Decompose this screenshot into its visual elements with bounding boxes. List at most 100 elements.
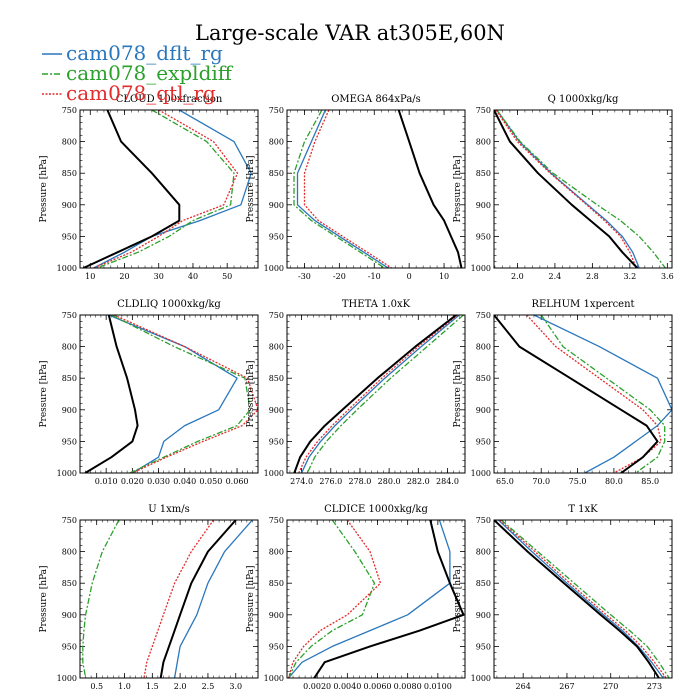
x-tick-label: 0.040 bbox=[173, 477, 196, 486]
x-tick-label: 280.0 bbox=[378, 477, 401, 486]
y-tick-label: 950 bbox=[476, 437, 491, 446]
plot-frame bbox=[79, 519, 259, 679]
series-line-cam078-expldiff bbox=[82, 520, 120, 678]
x-tick-label: 278.0 bbox=[348, 477, 371, 486]
panel-cldliq: CLDLIQ 1000xkg/kg Pressure [hPa] 750 800 850… bbox=[39, 299, 259, 486]
y-tick-label: 750 bbox=[269, 106, 284, 115]
series-line-cam078-dflt-rg bbox=[296, 110, 389, 268]
y-tick-label: 800 bbox=[269, 138, 284, 147]
y-axis-label: Pressure [hPa] bbox=[453, 565, 463, 632]
y-tick-label: 850 bbox=[269, 374, 284, 383]
x-tick-label: 70.0 bbox=[532, 477, 550, 486]
panel-title: U 1xm/s bbox=[148, 504, 190, 515]
y-axis-label: Pressure [hPa] bbox=[453, 155, 463, 222]
x-tick-label: 0.0020 bbox=[303, 682, 331, 691]
x-tick-label: 2.8 bbox=[586, 272, 599, 281]
legend-item-cam078-qtl-rg: cam078_qtl_rg bbox=[42, 81, 216, 105]
x-tick-label: 0.0040 bbox=[333, 682, 361, 691]
y-tick-label: 800 bbox=[269, 548, 284, 557]
panel-title: T 1xK bbox=[568, 504, 598, 515]
x-tick-label: 40 bbox=[188, 272, 198, 281]
y-tick-label: 900 bbox=[269, 611, 284, 620]
series-line-cam078-qtl-rg bbox=[495, 110, 637, 268]
y-axis-label: Pressure [hPa] bbox=[453, 360, 463, 427]
y-tick-label: 800 bbox=[476, 548, 491, 557]
series-line-ref bbox=[494, 110, 639, 268]
y-axis-label: Pressure [hPa] bbox=[39, 565, 49, 632]
legend-label: cam078_expldiff bbox=[66, 61, 234, 85]
legend-label: cam078_dflt_rg bbox=[66, 41, 223, 65]
x-tick-label: 273 bbox=[647, 682, 662, 691]
series-line-cam078-qtl-rg bbox=[298, 315, 459, 473]
y-tick-label: 900 bbox=[62, 201, 77, 210]
panel-title: OMEGA 864xPa/s bbox=[331, 94, 421, 105]
y-axis-label: Pressure [hPa] bbox=[246, 155, 256, 222]
series-line-ref bbox=[84, 315, 139, 473]
y-tick-label: 1000 bbox=[264, 674, 284, 683]
panel-omega: OMEGA 864xPa/s Pressure [hPa] 750 800 850 900… bbox=[246, 94, 466, 281]
x-tick-label: 3.2 bbox=[623, 272, 636, 281]
panel-relhum: RELHUM 1xpercent Pressure [hPa] 750 800 850 9… bbox=[453, 299, 673, 486]
x-tick-label: 0.060 bbox=[226, 477, 249, 486]
series-line-cam078-dflt-rg bbox=[108, 315, 238, 473]
y-tick-label: 950 bbox=[269, 232, 284, 241]
x-tick-label: 0 bbox=[407, 272, 412, 281]
x-tick-label: 50 bbox=[222, 272, 232, 281]
series-line-cam078-dflt-rg bbox=[93, 110, 252, 268]
figure-title: Large-scale VAR at305E,60N bbox=[195, 21, 505, 45]
legend-label: cam078_qtl_rg bbox=[66, 81, 216, 105]
y-tick-label: 950 bbox=[62, 437, 77, 446]
legend-item-cam078-expldiff: cam078_expldiff bbox=[42, 61, 234, 85]
y-tick-label: 900 bbox=[269, 406, 284, 415]
x-tick-label: 264 bbox=[516, 682, 531, 691]
y-tick-label: 850 bbox=[62, 374, 77, 383]
y-tick-label: 750 bbox=[62, 106, 77, 115]
series-line-cam078-expldiff bbox=[111, 315, 251, 473]
panel-theta: THETA 1.0xK Pressure [hPa] 750 800 850 900 950… bbox=[246, 299, 466, 486]
y-axis-label: Pressure [hPa] bbox=[246, 565, 256, 632]
y-tick-label: 800 bbox=[62, 548, 77, 557]
y-tick-label: 750 bbox=[269, 516, 284, 525]
y-tick-label: 750 bbox=[62, 516, 77, 525]
x-tick-label: 20 bbox=[119, 272, 129, 281]
y-tick-label: 850 bbox=[476, 374, 491, 383]
y-tick-label: 950 bbox=[269, 642, 284, 651]
x-tick-label: 3.0 bbox=[229, 682, 242, 691]
x-tick-label: 284.0 bbox=[436, 477, 459, 486]
series-line-cam078-expldiff bbox=[293, 110, 386, 268]
series-line-cam078-expldiff bbox=[96, 110, 235, 268]
y-tick-label: 1000 bbox=[471, 674, 491, 683]
x-tick-label: 0.0060 bbox=[364, 682, 392, 691]
series-line-cam078-expldiff bbox=[496, 110, 666, 268]
panel-title: CLOUD 100xfraction bbox=[116, 94, 223, 105]
panel-cldice: CLDICE 1000xkg/kg Pressure [hPa] 750 800 850… bbox=[246, 504, 466, 691]
panel-title: Q 1000xkg/kg bbox=[548, 94, 619, 105]
x-tick-label: -30 bbox=[298, 272, 311, 281]
panel-q: Q 1000xkg/kg Pressure [hPa] 750 800 850 900 95… bbox=[453, 94, 674, 281]
y-tick-label: 950 bbox=[269, 437, 284, 446]
series-line-cam078-expldiff bbox=[540, 315, 666, 473]
x-tick-label: 3.6 bbox=[661, 272, 674, 281]
y-tick-label: 1000 bbox=[264, 469, 284, 478]
x-tick-label: 0.050 bbox=[199, 477, 222, 486]
x-tick-label: 0.0100 bbox=[424, 682, 452, 691]
x-tick-label: 30 bbox=[154, 272, 164, 281]
x-tick-label: 270 bbox=[603, 682, 618, 691]
x-tick-label: 274.0 bbox=[290, 477, 313, 486]
legend: cam078_dflt_rgcam078_expldiffcam078_qtl_… bbox=[42, 41, 234, 105]
y-tick-label: 800 bbox=[62, 138, 77, 147]
x-tick-label: 75.0 bbox=[569, 477, 587, 486]
y-tick-label: 750 bbox=[476, 106, 491, 115]
x-tick-label: 10 bbox=[439, 272, 449, 281]
series-line-cam078-qtl-rg bbox=[303, 110, 393, 268]
plot-frame bbox=[79, 109, 259, 269]
x-tick-label: 0.5 bbox=[90, 682, 103, 691]
x-tick-label: 282.0 bbox=[407, 477, 430, 486]
y-tick-label: 750 bbox=[62, 311, 77, 320]
panel-title: CLDICE 1000xkg/kg bbox=[324, 504, 428, 515]
y-tick-label: 750 bbox=[476, 311, 491, 320]
panel-title: CLDLIQ 1000xkg/kg bbox=[117, 299, 221, 310]
x-tick-label: 80.0 bbox=[605, 477, 623, 486]
x-tick-label: -20 bbox=[333, 272, 346, 281]
